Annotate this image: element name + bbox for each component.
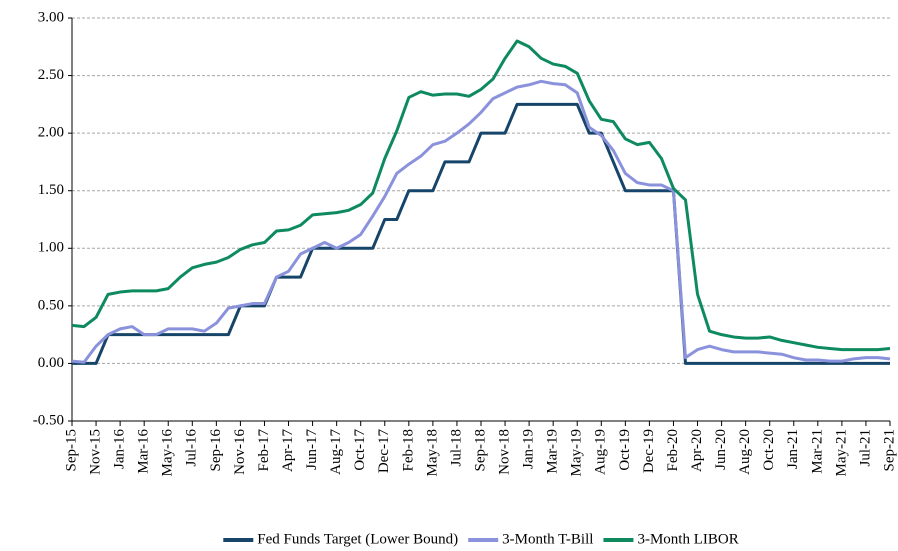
x-tick-label: Sep-16 — [208, 429, 224, 472]
x-tick-label: Sep-18 — [472, 429, 488, 472]
legend: Fed Funds Target (Lower Bound) 3-Month T-… — [223, 531, 739, 547]
y-tick-label: 0.50 — [38, 297, 64, 313]
x-tick-label: Oct-20 — [761, 429, 777, 471]
x-tick-label: May-21 — [833, 429, 849, 477]
legend-label: Fed Funds Target (Lower Bound) — [257, 531, 458, 547]
x-tick-label: Jan-16 — [112, 429, 128, 469]
x-tick-label: Nov-16 — [232, 429, 248, 475]
x-tick-label: May-16 — [160, 429, 176, 477]
x-tick-label: Nov-18 — [496, 429, 512, 475]
x-tick-label: May-19 — [569, 429, 585, 477]
x-tick-label: Jan-19 — [521, 429, 537, 469]
y-tick-label: 1.00 — [38, 240, 64, 256]
x-tick-label: Mar-16 — [136, 429, 152, 474]
x-tick-label: Jan-21 — [785, 429, 801, 469]
x-tick-label: Jul-18 — [448, 429, 464, 467]
x-tick-label: Feb-18 — [400, 429, 416, 472]
x-tick-label: Mar-21 — [809, 429, 825, 474]
x-tick-label: Jul-21 — [857, 429, 873, 467]
y-tick-label: 1.50 — [38, 182, 64, 198]
x-tick-label: Mar-19 — [545, 429, 561, 474]
x-tick-label: Aug-20 — [737, 429, 753, 475]
x-tick-label: Nov-15 — [87, 429, 103, 475]
series-line — [71, 39, 891, 352]
y-tick-label: -0.50 — [33, 412, 64, 428]
legend-label: 3-Month LIBOR — [637, 531, 738, 547]
x-tick-label: Aug-19 — [593, 429, 609, 475]
x-tick-label: Sep-21 — [881, 429, 897, 472]
x-tick-label: Oct-19 — [617, 429, 633, 471]
y-tick-label: 2.50 — [38, 67, 64, 83]
legend-label: 3-Month T-Bill — [502, 531, 593, 547]
x-tick-label: Dec-19 — [641, 429, 657, 473]
x-tick-label: Feb-20 — [665, 429, 681, 472]
x-tick-label: Sep-15 — [63, 429, 79, 472]
series-line — [71, 79, 891, 364]
x-tick-label: Jun-17 — [304, 429, 320, 470]
x-tick-label: Apr-17 — [280, 429, 296, 473]
y-tick-label: 0.00 — [38, 355, 64, 371]
x-tick-label: Dec-17 — [376, 429, 392, 474]
x-tick-label: Jun-20 — [713, 429, 729, 470]
series-line — [72, 102, 890, 365]
x-tick-label: May-18 — [424, 429, 440, 477]
y-tick-label: 3.00 — [38, 9, 64, 25]
x-tick-label: Jul-16 — [184, 429, 200, 467]
x-tick-label: Apr-20 — [689, 429, 705, 472]
x-tick-label: Aug-17 — [328, 429, 344, 475]
x-tick-label: Feb-17 — [256, 429, 272, 472]
y-tick-label: 2.00 — [38, 125, 64, 141]
x-tick-label: Oct-17 — [352, 429, 368, 471]
